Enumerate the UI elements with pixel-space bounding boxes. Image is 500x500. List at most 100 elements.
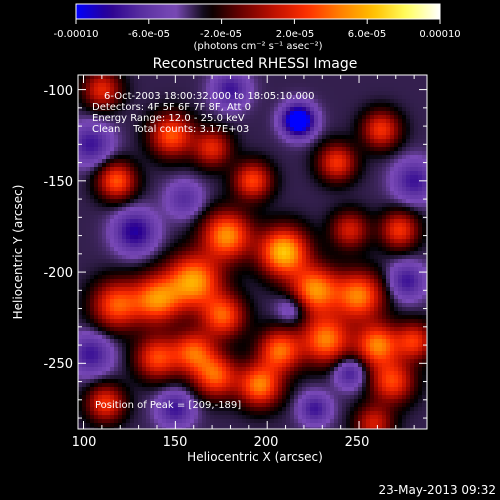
heatmap-cell xyxy=(290,267,295,272)
heatmap-cell xyxy=(406,99,411,104)
heatmap-cell xyxy=(390,203,395,208)
heatmap-cell xyxy=(94,283,99,288)
heatmap-cell xyxy=(86,103,91,108)
heatmap-cell xyxy=(342,279,347,284)
heatmap-cell xyxy=(282,187,287,192)
heatmap-cell xyxy=(302,231,307,236)
heatmap-cell xyxy=(250,87,255,92)
heatmap-cell xyxy=(110,167,115,172)
heatmap-cell xyxy=(270,91,275,96)
heatmap-cell xyxy=(214,107,219,112)
heatmap-cell xyxy=(102,179,107,184)
heatmap-cell xyxy=(218,107,223,112)
heatmap-cell xyxy=(406,91,411,96)
heatmap-cell xyxy=(246,187,251,192)
heatmap-cell xyxy=(202,143,207,148)
heatmap-cell xyxy=(134,127,139,132)
heatmap-cell xyxy=(126,291,131,296)
heatmap-cell xyxy=(202,183,207,188)
heatmap-cell xyxy=(206,75,211,80)
heatmap-cell xyxy=(266,259,271,264)
heatmap-cell xyxy=(386,79,391,84)
heatmap-cell xyxy=(398,287,403,292)
heatmap-cell xyxy=(338,211,343,216)
heatmap-cell xyxy=(338,227,343,232)
heatmap-cell xyxy=(202,123,207,128)
heatmap-cell xyxy=(170,279,175,284)
heatmap-cell xyxy=(218,239,223,244)
heatmap-cell xyxy=(146,87,151,92)
heatmap-cell xyxy=(334,75,339,80)
heatmap-cell xyxy=(190,131,195,136)
heatmap-cell xyxy=(378,191,383,196)
heatmap-cell xyxy=(334,191,339,196)
heatmap-cell xyxy=(242,171,247,176)
heatmap-cell xyxy=(334,115,339,120)
heatmap-cell xyxy=(158,119,163,124)
heatmap-cell xyxy=(382,115,387,120)
heatmap-cell xyxy=(346,127,351,132)
heatmap-cell xyxy=(274,259,279,264)
heatmap-cell xyxy=(274,91,279,96)
heatmap-cell xyxy=(394,235,399,240)
heatmap-cell xyxy=(170,83,175,88)
heatmap-cell xyxy=(366,243,371,248)
heatmap-cell xyxy=(78,275,83,280)
heatmap-cell xyxy=(134,147,139,152)
heatmap-cell xyxy=(282,247,287,252)
heatmap-cell xyxy=(394,275,399,280)
heatmap-cell xyxy=(214,123,219,128)
heatmap-cell xyxy=(294,99,299,104)
heatmap-cell xyxy=(242,143,247,148)
heatmap-cell xyxy=(122,143,127,148)
heatmap-cell xyxy=(278,263,283,268)
heatmap-cell xyxy=(182,123,187,128)
heatmap-cell xyxy=(334,131,339,136)
heatmap-cell xyxy=(178,171,183,176)
heatmap-cell xyxy=(114,271,119,276)
heatmap-cell xyxy=(242,203,247,208)
heatmap-cell xyxy=(170,115,175,120)
heatmap-cell xyxy=(178,163,183,168)
heatmap-cell xyxy=(354,263,359,268)
heatmap-cell xyxy=(298,195,303,200)
heatmap-cell xyxy=(158,259,163,264)
heatmap-cell xyxy=(86,199,91,204)
heatmap-cell xyxy=(242,255,247,260)
heatmap-cell xyxy=(366,131,371,136)
heatmap-cell xyxy=(246,295,251,300)
heatmap-cell xyxy=(162,103,167,108)
heatmap-cell xyxy=(206,131,211,136)
heatmap-cell xyxy=(306,127,311,132)
heatmap-cell xyxy=(210,183,215,188)
heatmap-cell xyxy=(246,251,251,256)
heatmap-cell xyxy=(410,187,415,192)
heatmap-cell xyxy=(178,175,183,180)
heatmap-cell xyxy=(386,195,391,200)
heatmap-cell xyxy=(254,283,259,288)
heatmap-cell xyxy=(354,119,359,124)
heatmap-cell xyxy=(214,215,219,220)
heatmap-cell xyxy=(374,287,379,292)
heatmap-cell xyxy=(410,227,415,232)
heatmap-cell xyxy=(290,295,295,300)
heatmap-cell xyxy=(186,159,191,164)
heatmap-cell xyxy=(318,259,323,264)
heatmap-cell xyxy=(194,291,199,296)
heatmap-cell xyxy=(350,179,355,184)
heatmap-cell xyxy=(182,95,187,100)
heatmap-cell xyxy=(298,259,303,264)
heatmap-cell xyxy=(350,219,355,224)
heatmap-cell xyxy=(86,271,91,276)
heatmap-cell xyxy=(122,263,127,268)
heatmap-cell xyxy=(78,119,83,124)
heatmap-cell xyxy=(286,143,291,148)
heatmap-cell xyxy=(190,263,195,268)
heatmap-cell xyxy=(394,287,399,292)
heatmap-cell xyxy=(402,255,407,260)
heatmap-cell xyxy=(138,103,143,108)
heatmap-cell xyxy=(142,123,147,128)
heatmap-cell xyxy=(414,143,419,148)
heatmap-cell xyxy=(110,235,115,240)
heatmap-cell xyxy=(314,115,319,120)
